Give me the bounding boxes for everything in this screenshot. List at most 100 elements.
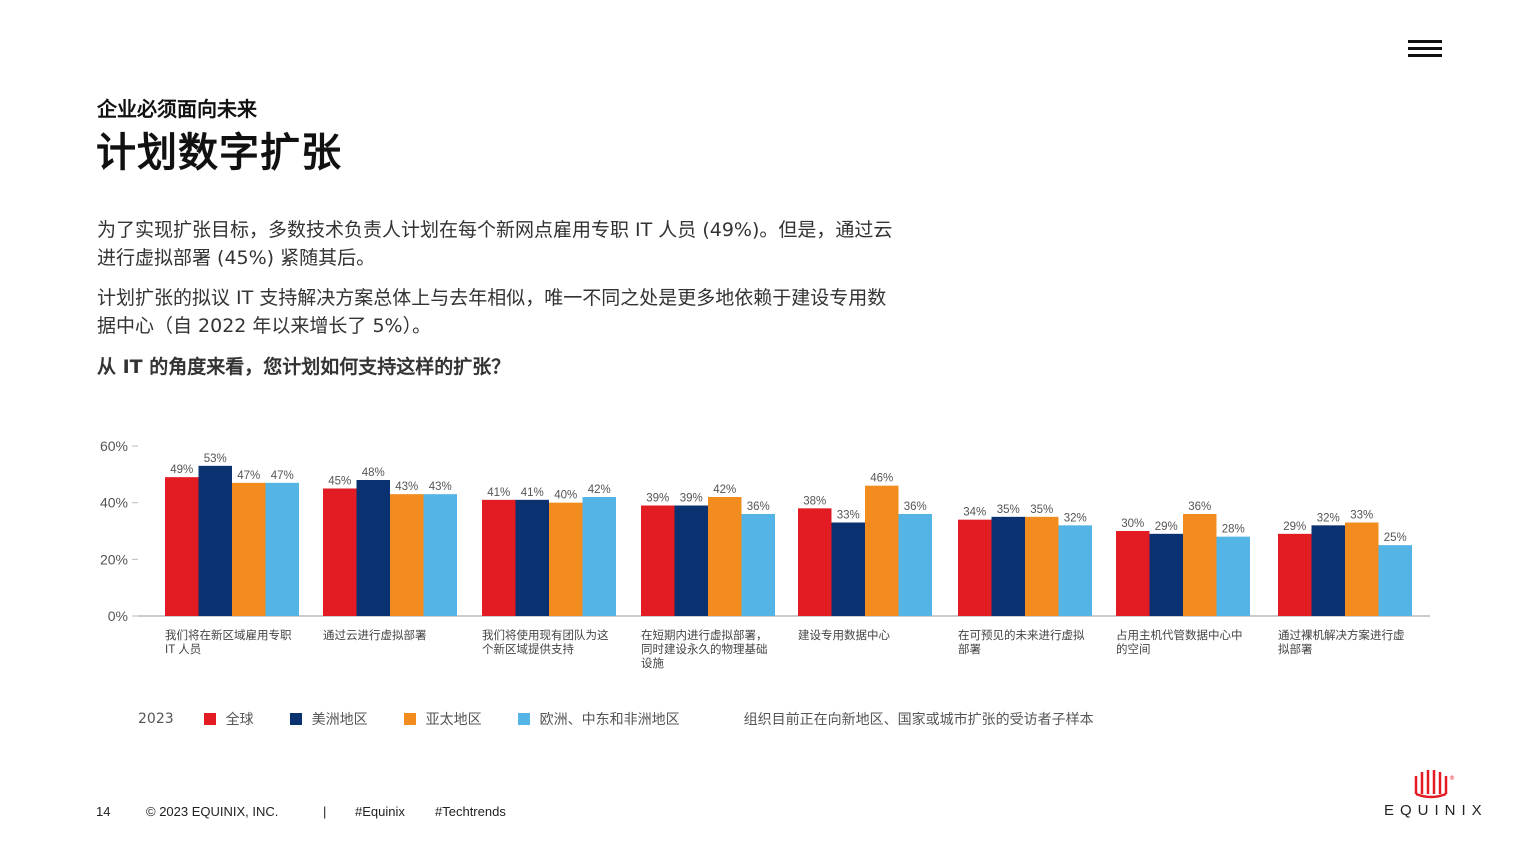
data-label: 45% — [328, 476, 351, 488]
bar — [1183, 514, 1217, 616]
bar — [1378, 545, 1412, 616]
legend-swatch-apac — [403, 713, 416, 725]
bar — [798, 508, 832, 616]
category-label: 的空间 — [1116, 642, 1151, 656]
bar — [1278, 533, 1312, 616]
category-label: IT 人员 — [165, 643, 201, 656]
data-label: 48% — [362, 467, 385, 479]
bar — [1025, 516, 1059, 616]
data-label: 36% — [1188, 501, 1211, 513]
data-label: 28% — [1222, 524, 1245, 536]
bar — [198, 465, 232, 616]
bar — [1116, 531, 1150, 616]
legend-label-apac: 亚太地区 — [425, 712, 482, 728]
category-label: 在短期内进行虚拟部署， — [641, 628, 768, 642]
data-label: 29% — [1155, 521, 1178, 533]
data-label: 39% — [646, 493, 669, 505]
data-label: 41% — [521, 487, 544, 499]
category-label: 占用主机代管数据中心中 — [1116, 628, 1243, 642]
category-label: 我们将使用现有团队为这 — [482, 628, 609, 642]
data-label: 43% — [429, 481, 452, 493]
copyright: © 2023 EQUINIX, INC. — [146, 804, 279, 819]
data-label: 25% — [1384, 532, 1407, 544]
bar — [390, 494, 424, 616]
bar — [165, 477, 199, 616]
y-tick-label: 40% — [100, 495, 128, 511]
bar — [1216, 536, 1250, 616]
bar — [423, 494, 457, 616]
data-label: 47% — [271, 470, 294, 482]
bar — [1058, 525, 1092, 616]
survey-question: 从 IT 的角度来看，您计划如何支持这样的扩张？ — [97, 356, 511, 378]
bar — [865, 485, 899, 616]
data-label: 35% — [997, 504, 1020, 516]
bar — [1345, 522, 1379, 616]
bar — [265, 482, 299, 616]
data-label: 30% — [1121, 518, 1144, 530]
category-label: 在可预见的未来进行虚拟 — [958, 628, 1085, 642]
category-label: 部署 — [958, 642, 981, 656]
legend-label-americas: 美洲地区 — [311, 712, 368, 728]
section-subtitle: 企业必须面向未来 — [97, 97, 257, 121]
data-label: 39% — [680, 493, 703, 505]
bar — [356, 480, 390, 616]
data-label: 41% — [487, 487, 510, 499]
bar — [582, 497, 616, 616]
page-number: 14 — [96, 804, 111, 819]
bar — [482, 499, 516, 616]
data-label: 43% — [395, 481, 418, 493]
data-label: 35% — [1030, 504, 1053, 516]
legend-year: 2023 — [138, 711, 174, 727]
bar — [323, 488, 357, 616]
bar — [898, 514, 932, 616]
legend-item-global: 全球 — [203, 709, 254, 729]
intro-paragraph: 为了实现扩张目标，多数技术负责人计划在每个新网点雇用专职 IT 人员 (49%)… — [97, 219, 893, 269]
equinix-wordmark: EQUINIX — [1384, 802, 1488, 819]
data-label: 32% — [1317, 512, 1340, 524]
bar — [831, 522, 865, 616]
legend-swatch-americas — [289, 713, 302, 725]
data-label: 36% — [747, 501, 770, 513]
bar — [958, 519, 992, 616]
legend-swatch-emea — [517, 713, 530, 725]
data-label: 34% — [963, 507, 986, 519]
legend-item-americas: 美洲地区 — [289, 709, 368, 729]
data-label: 53% — [204, 453, 227, 465]
detail-paragraph: 计划扩张的拟议 IT 支持解决方案总体上与去年相似，唯一不同之处是更多地依赖于建… — [97, 287, 887, 337]
legend-label-emea: 欧洲、中东和非洲地区 — [539, 712, 680, 728]
category-label: 通过裸机解决方案进行虚 — [1278, 628, 1405, 642]
data-label: 36% — [904, 501, 927, 513]
equinix-logo-icon: ® — [1414, 770, 1455, 799]
y-tick-label: 60% — [100, 438, 128, 454]
data-label: 42% — [588, 484, 611, 496]
bar — [232, 482, 266, 616]
footer-separator: | — [323, 804, 327, 819]
y-tick-label: 0% — [108, 608, 128, 624]
bar — [549, 502, 583, 616]
category-label: 同时建设永久的物理基础 — [641, 642, 768, 656]
bar — [1311, 525, 1345, 616]
data-label: 40% — [554, 490, 577, 502]
data-label: 29% — [1283, 521, 1306, 533]
data-label: 33% — [837, 510, 860, 522]
data-label: 46% — [870, 473, 893, 485]
bar — [1149, 533, 1183, 616]
logo-registered-mark: ® — [1449, 775, 1455, 782]
data-label: 38% — [803, 495, 826, 507]
bar — [991, 516, 1025, 616]
bar — [515, 499, 549, 616]
bar — [741, 514, 775, 616]
legend-label-global: 全球 — [225, 712, 254, 728]
hashtag-equinix[interactable]: #Equinix — [355, 804, 405, 819]
bar — [641, 505, 675, 616]
category-label: 建设专用数据中心 — [798, 628, 890, 642]
legend-item-emea: 欧洲、中东和非洲地区 — [517, 709, 680, 729]
hashtag-techtrends[interactable]: #Techtrends — [435, 804, 506, 819]
category-label: 我们将在新区域雇用专职 — [165, 628, 292, 642]
hamburger-menu-icon[interactable] — [1408, 40, 1442, 60]
data-label: 47% — [237, 470, 260, 482]
legend-note: 组织目前正在向新地区、国家或城市扩张的受访者子样本 — [743, 712, 1094, 728]
chart-legend: 2023 全球 美洲地区 亚太地区 欧洲、中东和非洲地区 组织目前正在向新地区、… — [138, 709, 1094, 729]
data-label: 49% — [170, 464, 193, 476]
